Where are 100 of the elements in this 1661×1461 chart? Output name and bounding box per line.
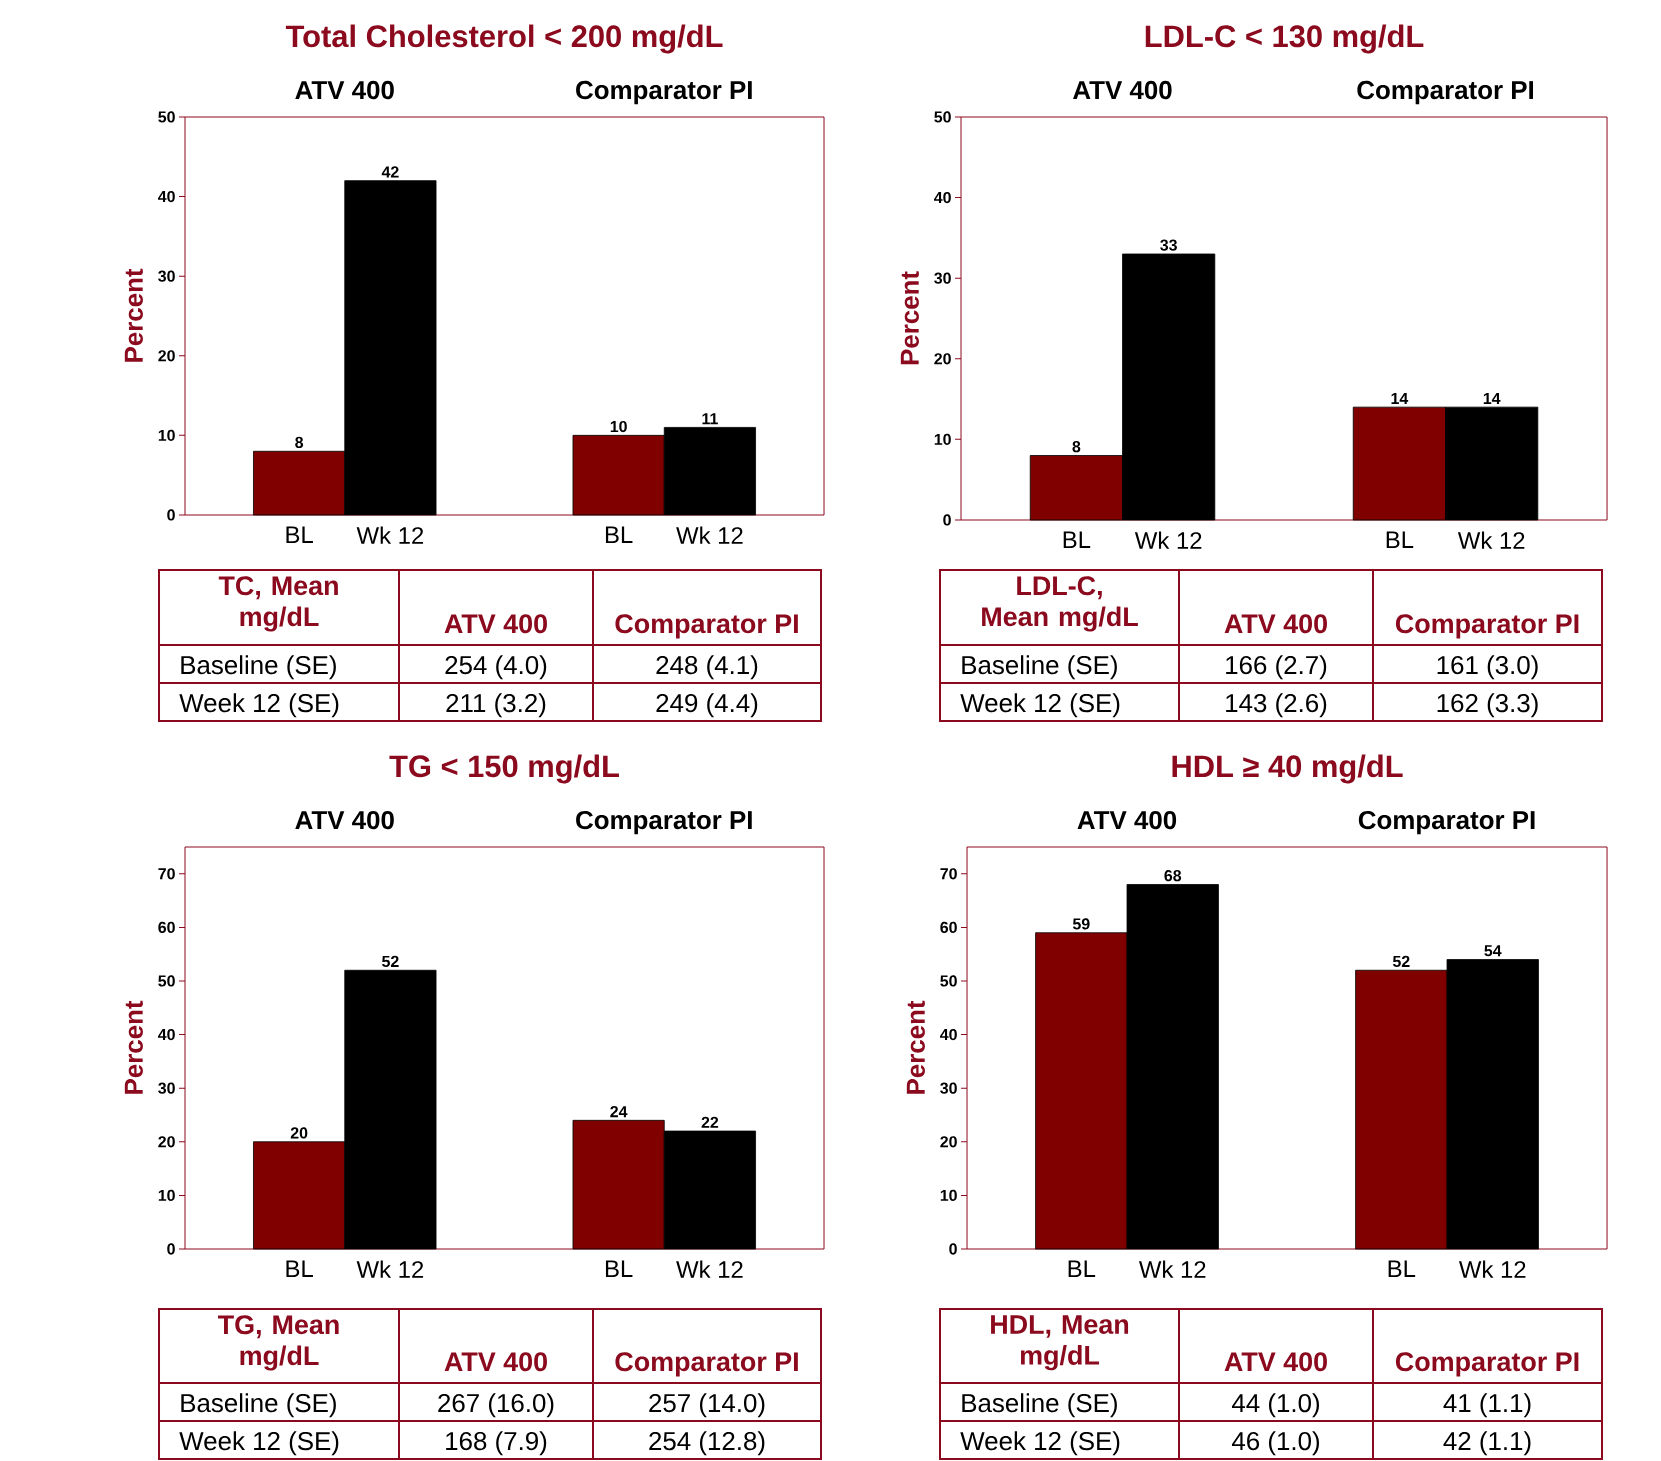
y-tick-label: 10: [934, 433, 951, 446]
x-tick-label: BL: [1388, 1260, 1416, 1277]
data-label: 33: [1160, 239, 1177, 251]
text: ATV 400: [444, 1352, 547, 1372]
text: 249 (4.4): [656, 693, 758, 718]
data-label: 10: [610, 420, 627, 433]
y-axis-title: Percent: [900, 271, 919, 365]
y-axis-title: Percent: [124, 268, 143, 362]
x-tick-label: Wk 12: [1458, 1260, 1526, 1278]
x-tick-label: BL: [286, 526, 313, 543]
y-axis-title: Percent: [124, 1000, 143, 1094]
x-tick-label: Wk 12: [676, 1260, 743, 1278]
y-tick-label: 50: [158, 975, 175, 987]
y-tick-label: 70: [940, 868, 957, 880]
text: Week 12 (SE): [179, 693, 339, 718]
y-tick-label: 10: [940, 1189, 957, 1202]
y-tick-label: 0: [943, 514, 951, 526]
text: 248 (4.1): [656, 655, 758, 680]
text: Week 12 (SE): [179, 1431, 339, 1456]
text: 143 (2.6): [1226, 693, 1327, 718]
text: ATV 400: [1073, 80, 1172, 100]
text: Baseline (SE): [181, 655, 336, 680]
text: 42 (1.1): [1443, 1431, 1531, 1456]
data-label: 52: [382, 955, 399, 968]
data-label: 24: [610, 1106, 628, 1118]
text: ATV 400: [1077, 810, 1177, 830]
text: Comparator PI: [576, 810, 752, 835]
y-tick-label: 10: [158, 429, 175, 442]
y-tick-label: 0: [167, 509, 175, 521]
y-tick-label: 60: [940, 921, 957, 934]
data-label: 52: [1392, 955, 1410, 968]
text: Week 12 (SE): [960, 1431, 1120, 1456]
y-tick-label: 30: [158, 270, 175, 282]
text: 162 (3.3): [1437, 693, 1538, 718]
y-tick-label: 40: [940, 1028, 957, 1041]
data-label: 14: [1391, 392, 1409, 404]
text: Baseline (SE): [962, 655, 1117, 680]
y-tick-label: 70: [158, 868, 175, 880]
x-tick-label: Wk 12: [1138, 1260, 1206, 1278]
text: LDL-C, Mean mg/dL: [982, 576, 1138, 632]
text: 161 (3.0): [1437, 655, 1538, 680]
text: 166 (2.7): [1226, 655, 1327, 680]
text: 168 (7.9): [446, 1431, 547, 1456]
text: Comparator PI: [576, 80, 752, 105]
text: 46 (1.0): [1231, 1431, 1319, 1456]
text: Comparator PI: [1395, 1352, 1579, 1377]
y-tick-label: 40: [157, 1028, 175, 1041]
y-tick-label: 50: [934, 111, 951, 123]
data-label: 8: [1072, 441, 1081, 453]
x-tick-label: Wk 12: [356, 1260, 424, 1278]
y-tick-label: 10: [158, 1189, 175, 1202]
text: Week 12 (SE): [960, 693, 1120, 718]
data-label: 20: [290, 1127, 308, 1139]
chart-title: LDL-C < 130 mg/dL: [1145, 24, 1424, 54]
y-tick-label: 20: [934, 353, 951, 365]
y-tick-label: 40: [157, 190, 175, 203]
chart-title: Total Cholesterol < 200 mg/dL: [285, 24, 723, 54]
x-tick-label: BL: [286, 1260, 313, 1277]
y-tick-label: 20: [158, 1136, 175, 1148]
text: 254 (4.0): [445, 655, 547, 680]
text: ATV 400: [1224, 614, 1327, 634]
chart-title: HDL ≥ 40 mg/dL: [1172, 754, 1403, 784]
y-tick-label: 30: [934, 272, 951, 284]
text: Baseline (SE): [181, 1393, 336, 1418]
text: TC, Mean mg/dL: [218, 576, 338, 632]
text: ATV 400: [1224, 1352, 1327, 1372]
text: 267 (16.0): [438, 1393, 554, 1418]
data-label: 59: [1072, 918, 1090, 930]
text: 44 (1.0): [1231, 1393, 1319, 1418]
data-label: 22: [701, 1116, 719, 1128]
x-tick-label: Wk 12: [1134, 531, 1202, 549]
x-tick-label: Wk 12: [1457, 531, 1525, 549]
x-tick-label: Wk 12: [676, 526, 743, 544]
y-tick-label: 50: [940, 975, 957, 987]
text: Comparator PI: [615, 1352, 798, 1377]
text: Comparator PI: [1358, 810, 1535, 835]
x-tick-label: BL: [1063, 531, 1091, 548]
y-tick-label: 20: [940, 1136, 957, 1148]
y-axis-title: Percent: [906, 1000, 925, 1094]
text: TG, Mean mg/dL: [218, 1315, 339, 1371]
text: ATV 400: [444, 614, 547, 634]
data-label: 14: [1483, 392, 1501, 404]
text: Comparator PI: [1357, 80, 1533, 105]
text: Comparator PI: [1395, 614, 1579, 639]
data-label: 42: [381, 166, 399, 178]
text: ATV 400: [295, 810, 394, 830]
y-tick-label: 50: [158, 111, 175, 123]
text: 254 (12.8): [649, 1431, 765, 1456]
y-tick-label: 60: [158, 921, 175, 934]
data-label: 68: [1164, 870, 1182, 882]
text: Baseline (SE): [962, 1393, 1117, 1418]
text: Comparator PI: [615, 614, 798, 639]
x-tick-label: Wk 12: [356, 526, 424, 544]
text: 257 (14.0): [649, 1393, 765, 1418]
x-tick-label: BL: [605, 1260, 633, 1277]
y-tick-label: 0: [167, 1243, 175, 1255]
y-tick-label: 40: [934, 191, 951, 204]
text: HDL, Mean mg/dL: [991, 1315, 1129, 1371]
chart-title: TG < 150 mg/dL: [389, 754, 619, 784]
text: 211 (3.2): [446, 693, 546, 718]
